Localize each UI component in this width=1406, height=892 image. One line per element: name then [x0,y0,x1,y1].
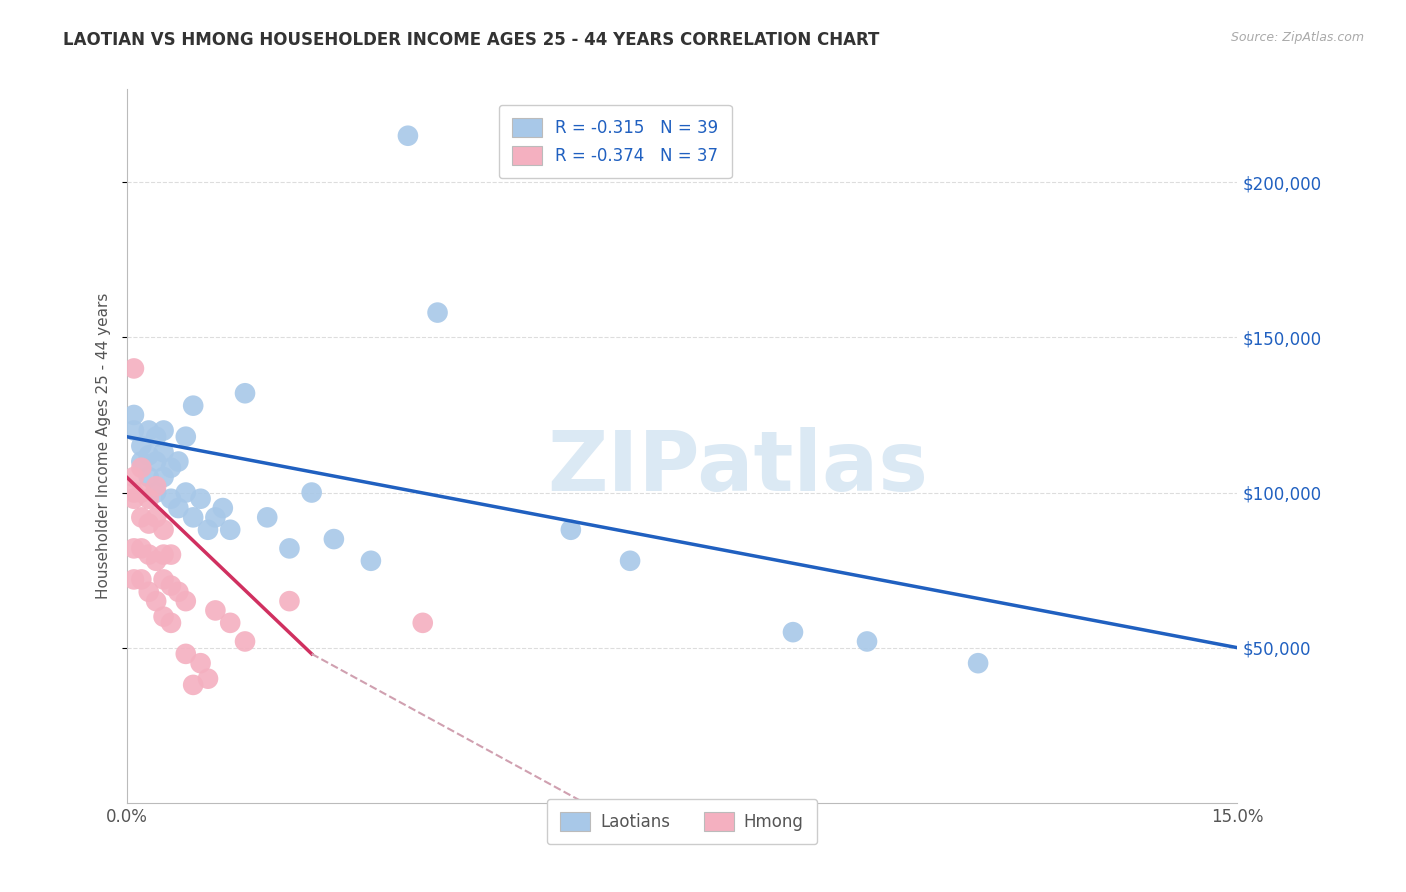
Point [211,501,233,516]
Point [856,634,879,648]
Legend: Laotians, Hmong: Laotians, Hmong [547,798,817,845]
Point [152,445,174,459]
Point [122,573,145,587]
Point [190,491,212,506]
Text: ZIPatlas: ZIPatlas [547,427,928,508]
Point [131,573,153,587]
Point [233,634,256,648]
Point [145,430,167,444]
Point [138,516,160,531]
Point [278,594,301,608]
Point [122,424,145,438]
Point [131,541,153,556]
Y-axis label: Householder Income Ages 25 - 44 years: Householder Income Ages 25 - 44 years [96,293,111,599]
Text: LAOTIAN VS HMONG HOUSEHOLDER INCOME AGES 25 - 44 YEARS CORRELATION CHART: LAOTIAN VS HMONG HOUSEHOLDER INCOME AGES… [63,31,880,49]
Point [197,523,219,537]
Point [167,501,190,516]
Point [160,491,183,506]
Point [160,548,183,562]
Point [122,491,145,506]
Point [131,454,153,468]
Point [174,430,197,444]
Point [167,584,190,599]
Text: Source: ZipAtlas.com: Source: ZipAtlas.com [1230,31,1364,45]
Point [131,510,153,524]
Point [152,470,174,484]
Point [145,594,167,608]
Point [145,510,167,524]
Point [360,554,382,568]
Point [167,454,190,468]
Point [160,615,183,630]
Point [145,479,167,493]
Point [233,386,256,401]
Point [152,573,174,587]
Point [219,523,242,537]
Point [138,548,160,562]
Point [122,408,145,422]
Point [122,485,145,500]
Point [197,672,219,686]
Point [181,399,204,413]
Point [174,647,197,661]
Point [174,485,197,500]
Point [122,361,145,376]
Point [138,448,160,462]
Point [256,510,278,524]
Point [131,460,153,475]
Point [138,470,160,484]
Point [301,485,323,500]
Point [152,609,174,624]
Point [145,554,167,568]
Point [160,460,183,475]
Point [138,491,160,506]
Point [204,510,226,524]
Point [138,424,160,438]
Point [782,625,804,640]
Point [174,594,197,608]
Point [204,603,226,617]
Point [396,128,419,143]
Point [560,523,582,537]
Point [122,470,145,484]
Point [426,305,449,319]
Point [145,485,167,500]
Point [181,510,204,524]
Point [152,548,174,562]
Point [278,541,301,556]
Point [412,615,434,630]
Point [131,485,153,500]
Point [190,656,212,670]
Point [138,584,160,599]
Point [619,554,641,568]
Point [145,454,167,468]
Point [152,424,174,438]
Point [160,579,183,593]
Point [967,656,990,670]
Point [152,523,174,537]
Point [131,439,153,453]
Point [322,532,344,546]
Point [219,615,242,630]
Point [122,541,145,556]
Point [181,678,204,692]
